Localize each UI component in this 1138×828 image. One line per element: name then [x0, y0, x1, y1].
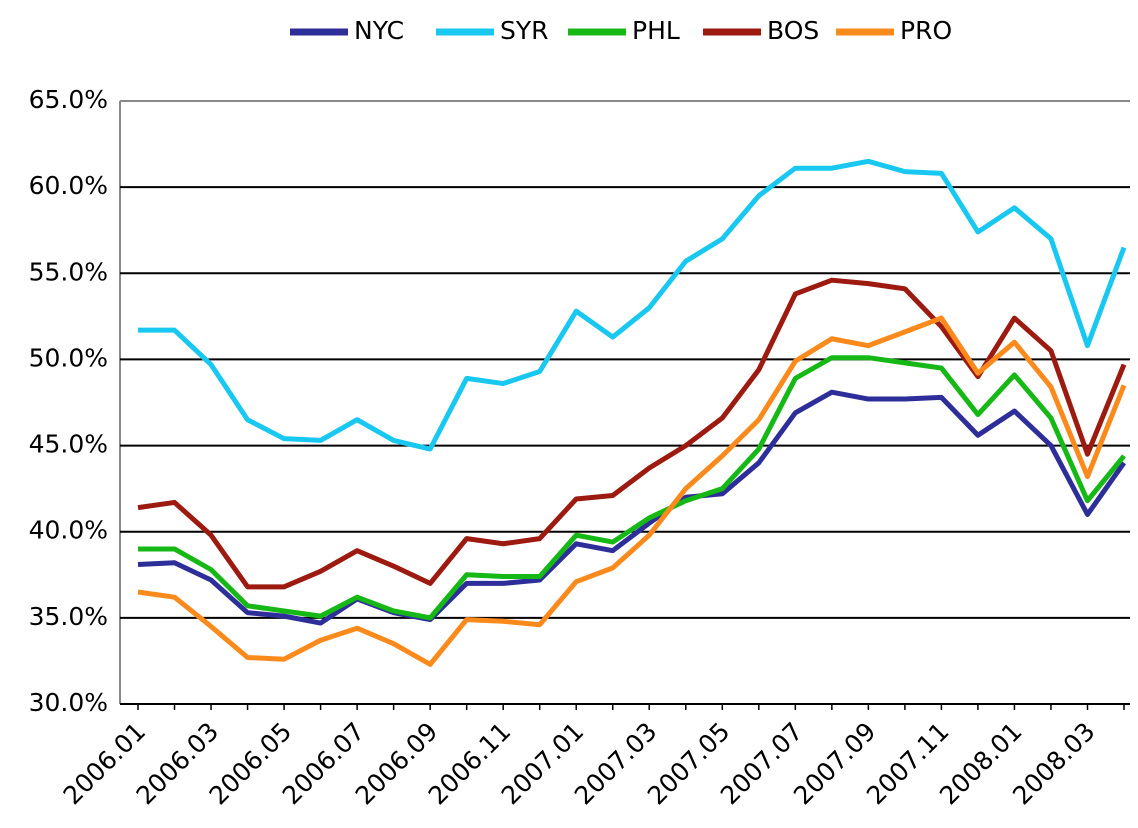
y-tick-label: 35.0% [29, 602, 108, 631]
y-tick-label: 60.0% [29, 171, 108, 200]
y-tick-label: 30.0% [29, 688, 108, 717]
series-line [137, 277, 1127, 590]
series-line [138, 355, 1126, 621]
legend-label: PHL [632, 16, 680, 45]
y-tick-label: 50.0% [29, 343, 108, 372]
y-tick-label: 55.0% [29, 257, 108, 286]
legend-label: NYC [354, 16, 404, 45]
legend-label: BOS [767, 16, 819, 45]
series-line [138, 158, 1127, 452]
y-tick-label: 40.0% [29, 516, 108, 545]
legend-label: SYR [500, 16, 549, 45]
series-line [137, 389, 1127, 626]
legend-label: PRO [900, 16, 952, 45]
y-tick-label: 45.0% [29, 430, 108, 459]
y-tick-label: 65.0% [29, 85, 108, 114]
series-line [137, 315, 1127, 667]
